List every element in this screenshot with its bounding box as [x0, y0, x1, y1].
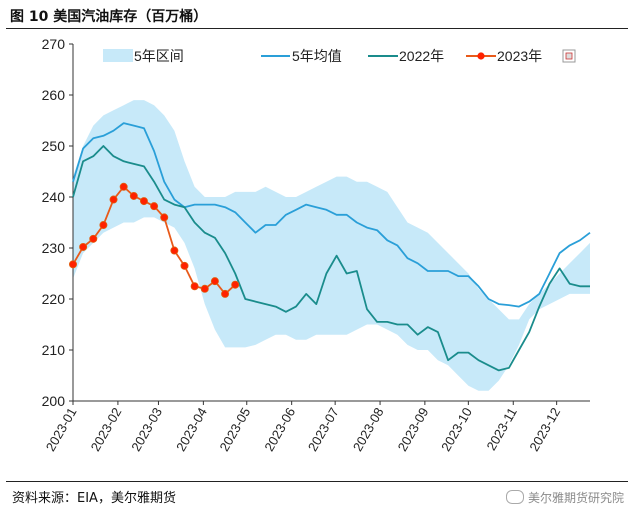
y-tick-label: 260	[42, 87, 66, 103]
source-note: 资料来源：EIA，美尔雅期货	[12, 491, 176, 506]
y-tick-label: 200	[42, 393, 66, 409]
series-2023-point	[231, 280, 240, 289]
series-2023-point	[150, 202, 159, 211]
series-2023-point	[160, 213, 169, 222]
series-2023-point	[170, 246, 179, 255]
series-2023-point	[190, 282, 199, 291]
y-tick-label: 270	[42, 36, 66, 52]
y-tick-label: 220	[42, 291, 66, 307]
y-tick-label: 250	[42, 138, 66, 154]
legend-avg-label: 5年均值	[292, 48, 342, 64]
y-tick-label: 210	[42, 342, 66, 358]
range-band-area	[73, 100, 590, 391]
legend-2023-label: 2023年	[497, 48, 542, 64]
x-tick-label: 2023-01	[43, 405, 80, 454]
avg-5yr-line	[72, 122, 591, 308]
series-2023-point	[221, 289, 230, 298]
series-2023-point	[210, 277, 219, 286]
series-2023-point	[119, 182, 128, 191]
series-2023-point	[89, 234, 98, 243]
legend-broken-image-icon	[565, 52, 573, 60]
series-2023-point	[109, 195, 118, 204]
x-tick-label: 2023-10	[438, 405, 475, 454]
watermark-text: 美尔雅期货研究院	[527, 491, 624, 505]
x-tick-label: 2023-04	[173, 405, 210, 454]
source-bar: 资料来源：EIA，美尔雅期货 美尔雅期货研究院	[6, 481, 628, 512]
series-2022-line	[72, 145, 590, 372]
legend-2023-marker	[477, 52, 485, 60]
watermark: 美尔雅期货研究院	[505, 489, 624, 506]
legend-range-swatch	[103, 49, 133, 62]
legend-range-label: 5年区间	[134, 48, 184, 64]
x-tick-label: 2023-07	[305, 405, 342, 454]
x-tick-label: 2023-08	[350, 405, 387, 454]
wechat-icon	[505, 490, 524, 504]
figure-title: 图 10 美国汽油库存（百万桶）	[10, 9, 208, 25]
x-tick-label: 2023-05	[217, 405, 254, 454]
series-2023-point	[200, 284, 209, 293]
x-tick-label: 2023-06	[261, 405, 298, 454]
x-tick-label: 2023-12	[526, 405, 563, 454]
x-tick-label: 2023-09	[395, 405, 432, 454]
x-tick-label: 2023-02	[88, 405, 125, 454]
series-2023-point	[139, 197, 148, 206]
series-2023-point	[79, 242, 88, 251]
figure-title-bar: 图 10 美国汽油库存（百万桶）	[6, 4, 628, 29]
y-tick-label: 230	[42, 240, 66, 256]
y-tick-label: 240	[42, 189, 66, 205]
series-2023-point	[69, 260, 78, 269]
series-2023-point	[99, 221, 108, 230]
x-tick-label: 2023-03	[128, 405, 165, 454]
series-2023-point	[129, 191, 138, 200]
x-tick-label: 2023-11	[483, 405, 519, 453]
legend-2022-label: 2022年	[399, 48, 444, 64]
series-2023-point	[180, 261, 189, 270]
